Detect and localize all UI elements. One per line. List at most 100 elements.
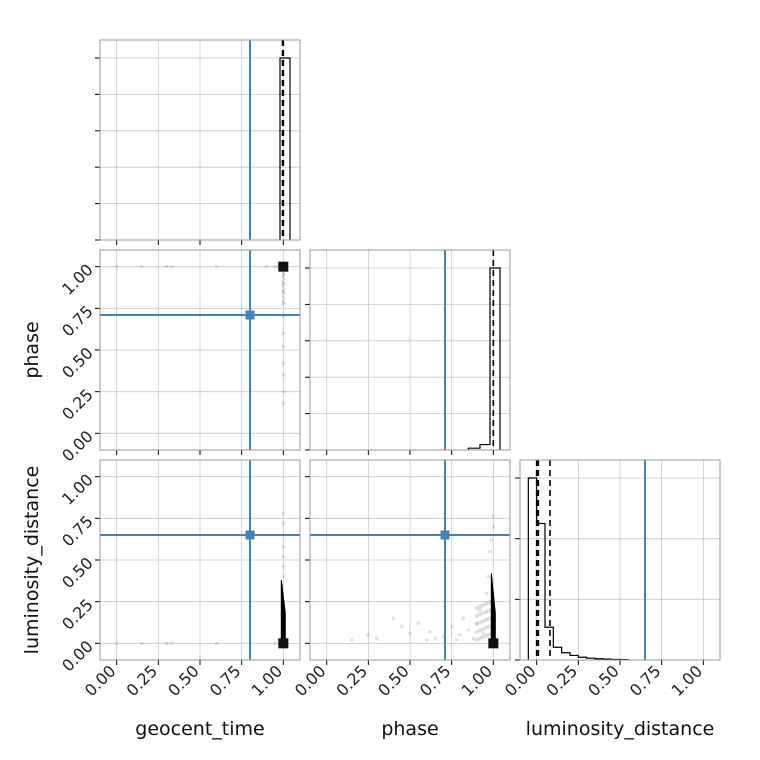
- sample-point: [169, 264, 174, 269]
- sample-point: [281, 574, 286, 579]
- sample-point: [282, 276, 285, 280]
- sample-point: [349, 638, 354, 642]
- x-axis-label-luminosity-distance: luminosity_distance: [526, 718, 715, 740]
- sample-point: [283, 287, 286, 291]
- sample-point: [391, 616, 396, 621]
- sample-point: [281, 294, 284, 297]
- sample-point: [477, 628, 482, 633]
- sample-point: [281, 521, 286, 526]
- sample-point: [399, 624, 404, 629]
- sample-point: [486, 608, 491, 613]
- sample-point: [282, 281, 285, 284]
- x-tick-label: 0.50: [374, 661, 413, 700]
- sample-point: [483, 626, 488, 630]
- sample-point: [433, 636, 437, 641]
- y-tick-label: 0.50: [58, 343, 97, 382]
- sample-point: [281, 331, 286, 336]
- panel-frame: [99, 249, 301, 451]
- sample-point: [416, 621, 421, 626]
- sample-point: [281, 303, 284, 307]
- sample-point: [478, 608, 482, 612]
- sample-point: [281, 289, 284, 292]
- sample-point: [283, 283, 286, 286]
- sample-point: [428, 629, 432, 634]
- x-tick-label: 0.25: [543, 661, 582, 700]
- sample-point: [281, 301, 286, 306]
- truth-point: [245, 530, 255, 540]
- sample-point: [281, 279, 284, 283]
- sample-point: [282, 286, 285, 289]
- sample-point: [281, 361, 286, 366]
- sample-point: [483, 602, 488, 606]
- x-tick-label: 0.50: [584, 661, 623, 700]
- y-tick-label: 0.00: [58, 637, 97, 676]
- sample-point: [481, 631, 486, 636]
- sample-point: [114, 264, 119, 269]
- sample-point: [483, 634, 488, 638]
- sample-point: [474, 606, 479, 610]
- sample-point: [214, 264, 219, 269]
- panel-frame: [309, 249, 511, 451]
- sample-point: [281, 401, 286, 406]
- sample-point: [484, 591, 489, 596]
- sample-point: [486, 600, 491, 605]
- histogram-phase: [467, 267, 501, 450]
- sample-point: [281, 344, 286, 349]
- x-tick-label: 0.00: [291, 661, 330, 700]
- sample-point: [283, 302, 286, 305]
- sample-point: [264, 264, 269, 269]
- sample-point: [139, 264, 144, 269]
- density-peak-marker: [278, 261, 289, 272]
- sample-point: [169, 641, 174, 646]
- sample-point: [424, 638, 429, 642]
- sample-point: [283, 273, 286, 276]
- x-tick-label: 0.75: [416, 661, 455, 700]
- sample-point: [474, 621, 479, 626]
- x-tick-label: 0.00: [81, 661, 120, 700]
- y-tick-label: 0.25: [58, 385, 97, 424]
- sample-point: [139, 641, 144, 646]
- histogram-luminosity-distance: [527, 477, 629, 661]
- sample-point: [281, 544, 286, 549]
- sample-point: [461, 616, 466, 621]
- x-tick-label: 0.50: [164, 661, 203, 700]
- sample-point: [480, 627, 485, 632]
- panel-frame: [519, 459, 721, 661]
- sample-point: [480, 619, 485, 624]
- sample-point: [281, 554, 286, 559]
- sample-point: [454, 638, 459, 642]
- density-peak-marker: [488, 638, 499, 649]
- sample-point: [486, 624, 491, 629]
- y-tick-label: 0.00: [58, 427, 97, 466]
- sample-point: [489, 538, 494, 542]
- x-tick-label: 0.25: [123, 661, 162, 700]
- sample-point: [282, 300, 285, 304]
- sample-point: [282, 291, 285, 294]
- sample-point: [466, 628, 471, 632]
- sample-point: [164, 264, 169, 269]
- x-tick-label: 1.00: [458, 661, 497, 700]
- truth-point: [440, 530, 450, 540]
- sample-point: [114, 641, 119, 646]
- sample-point: [281, 564, 286, 569]
- sample-point: [281, 299, 284, 302]
- sample-point: [281, 511, 286, 516]
- x-tick-label: 0.00: [501, 661, 540, 700]
- y-tick-label: 0.25: [58, 595, 97, 634]
- sample-point: [474, 614, 479, 618]
- y-tick-label: 0.75: [58, 302, 97, 341]
- y-tick-label: 1.00: [58, 260, 97, 299]
- sample-point: [480, 635, 485, 640]
- sample-point: [483, 618, 488, 622]
- sample-point: [281, 275, 284, 278]
- panel-frame: [309, 459, 511, 661]
- sample-point: [281, 273, 286, 277]
- sample-point: [474, 638, 479, 642]
- x-axis-label-geocent-time: geocent_time: [135, 718, 264, 740]
- y-tick-label: 1.00: [58, 470, 97, 509]
- sample-point: [480, 603, 485, 608]
- sample-point: [488, 549, 492, 554]
- sample-point: [281, 281, 286, 286]
- x-tick-label: 1.00: [668, 661, 707, 700]
